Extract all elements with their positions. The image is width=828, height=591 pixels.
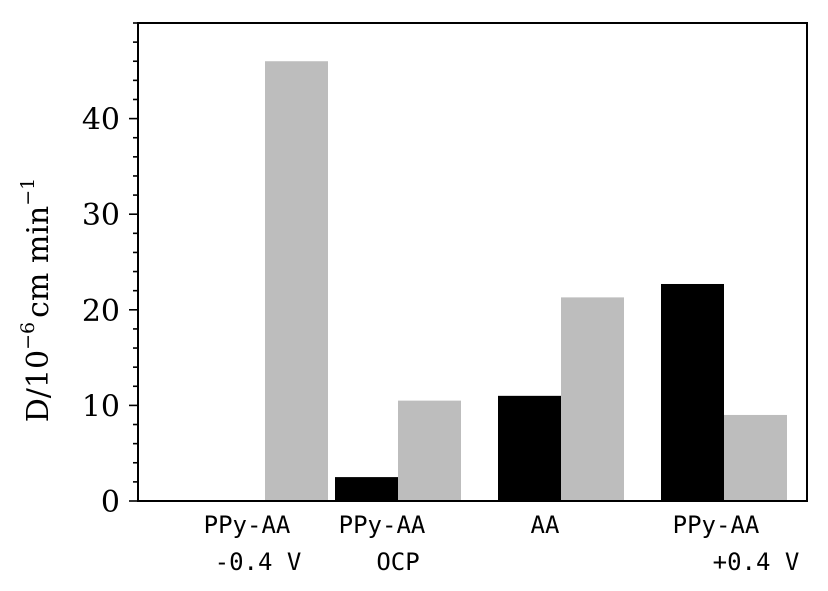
x-category-label-line1: PPy-AA [204, 511, 291, 539]
bar-series1-cat3 [498, 395, 561, 501]
y-axis-label: D/10−6 cm min−1 [17, 178, 56, 423]
y-tick-label: 10 [82, 389, 120, 424]
x-category-label-line1: PPy-AA [673, 511, 760, 539]
x-category-label-line1: AA [531, 511, 560, 539]
axes-group [129, 22, 808, 502]
bar-series1-cat2 [335, 477, 398, 501]
x-category-labels: PPy-AA -0.4 V PPy-AA OCP AA PPy-AA +0.4 V [204, 511, 800, 576]
x-category-label-line2: OCP [376, 548, 419, 576]
plot-frame [137, 22, 808, 502]
y-tick-labels: 0 10 20 30 40 [82, 103, 120, 520]
bar-series2-cat1 [265, 61, 328, 502]
y-axis-label-exponent: −6 [17, 322, 39, 350]
y-tick-label: 20 [82, 294, 120, 329]
y-axis-label-base: D/10 [21, 350, 56, 422]
bars-group [265, 61, 787, 502]
x-category-label-line2: -0.4 V [215, 548, 302, 576]
bar-series1-cat4 [661, 283, 724, 501]
y-axis-label-unit-exponent: −1 [17, 178, 39, 206]
y-axis-label-unit: cm min [21, 206, 56, 318]
x-category-label-line2: +0.4 V [713, 548, 800, 576]
y-tick-label: 40 [82, 103, 120, 138]
y-tick-label: 30 [82, 198, 120, 233]
bar-series2-cat4 [724, 414, 787, 501]
bar-series2-cat2 [398, 400, 461, 501]
x-category-label-line1: PPy-AA [339, 511, 426, 539]
y-tick-label: 0 [101, 485, 120, 520]
bar-series2-cat3 [561, 297, 624, 501]
